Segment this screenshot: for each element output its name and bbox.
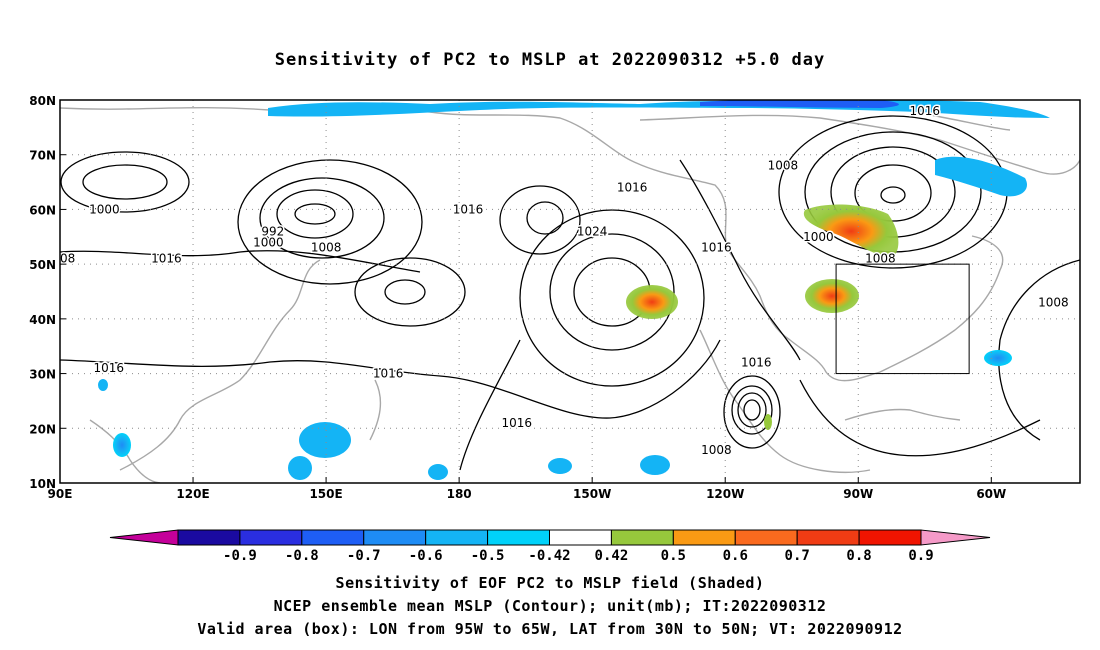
colorbar-swatch	[239, 529, 303, 546]
map-background	[60, 100, 1080, 483]
colorbar-label: 0.5	[661, 548, 686, 564]
map-frame	[59, 99, 1081, 484]
y-tick-label: 40N	[29, 313, 56, 327]
x-tick-label: 180	[447, 487, 472, 501]
x-tick-label: 120E	[176, 487, 209, 501]
colorbar-label: 0.6	[723, 548, 748, 564]
contour-label: 1016	[151, 252, 182, 266]
caption-contour: NCEP ensemble mean MSLP (Contour); unit(…	[273, 597, 827, 615]
y-tick-label: 80N	[29, 94, 56, 108]
contour-label: 1016	[741, 356, 772, 370]
x-tick-label: 90E	[48, 487, 73, 501]
y-tick-label: 60N	[29, 203, 56, 217]
mslp-contours	[60, 115, 1080, 471]
colorbar-swatch	[301, 529, 365, 546]
colorbar-swatch	[796, 529, 860, 546]
colorbar-label: -0.9	[223, 548, 257, 564]
contour-label: 992	[261, 224, 284, 238]
lat-lon-grid	[60, 100, 1080, 483]
contour-label: 1024	[577, 224, 608, 238]
x-tick-label: 90W	[843, 487, 873, 501]
contour-label: 1008	[768, 159, 799, 173]
colorbar-swatch	[858, 529, 922, 546]
contour-label: 1008	[701, 443, 732, 457]
contour-label: 1016	[910, 104, 941, 118]
colorbar-left-arrow	[109, 529, 179, 546]
colorbar-label: -0.7	[347, 548, 381, 564]
y-tick-label: 50N	[29, 258, 56, 272]
colorbar-swatch	[363, 529, 427, 546]
x-tick-label: 60W	[976, 487, 1006, 501]
contour-label: 1016	[373, 367, 404, 381]
colorbar-swatch	[734, 529, 798, 546]
y-tick-label: 70N	[29, 149, 56, 163]
caption-shaded: Sensitivity of EOF PC2 to MSLP field (Sh…	[335, 574, 765, 592]
caption-valid-area: Valid area (box): LON from 95W to 65W, L…	[197, 620, 903, 638]
colorbar-label: -0.42	[528, 548, 570, 564]
colorbar-label: -0.5	[471, 548, 505, 564]
contour-label: 1016	[617, 181, 648, 195]
valid-area-box	[835, 263, 970, 375]
contour-label: 1000	[803, 230, 834, 244]
y-tick-label: 30N	[29, 368, 56, 382]
colorbar-swatch	[177, 529, 241, 546]
x-tick-label: 150W	[573, 487, 611, 501]
contour-label: 1016	[94, 361, 125, 375]
contour-label: 1008	[1038, 295, 1069, 309]
contour-label: 1016	[701, 241, 732, 255]
y-tick-label: 20N	[29, 422, 56, 436]
colorbar-swatch	[610, 529, 674, 546]
axis-ticks: 90E 120E 150E 180 150W 120W 90W 60W 10N 20N 30N 40N…	[29, 94, 1006, 501]
colorbar-right-arrow	[920, 529, 991, 546]
contour-label: 1016	[453, 202, 484, 216]
contour-label: 1008	[311, 241, 342, 255]
sensitivity-shading	[98, 100, 1050, 480]
colorbar-swatch	[487, 529, 551, 546]
colorbar-swatch	[425, 529, 489, 546]
colorbar-swatch	[549, 529, 612, 546]
colorbar: -0.9 -0.8 -0.7 -0.6 -0.5 -0.42 0.42 0.5 0.6 0.7 0.…	[109, 529, 991, 564]
contour-label: 1008	[45, 252, 76, 266]
colorbar-label: 0.42	[595, 548, 629, 564]
x-tick-label: 120W	[706, 487, 744, 501]
chart-title: Sensitivity of PC2 to MSLP at 2022090312…	[274, 50, 826, 70]
colorbar-label: -0.8	[285, 548, 319, 564]
contour-label: 1000	[253, 235, 284, 249]
contour-label: 1016	[502, 416, 533, 430]
colorbar-label: 0.8	[846, 548, 871, 564]
colorbar-label: 0.7	[785, 548, 810, 564]
colorbar-swatch	[672, 529, 736, 546]
colorbar-label: 0.9	[908, 548, 933, 564]
contour-label: 1000	[89, 202, 120, 216]
y-tick-label: 10N	[29, 477, 56, 491]
colorbar-label: -0.6	[409, 548, 443, 564]
contour-label: 1008	[865, 252, 896, 266]
x-tick-label: 150E	[309, 487, 342, 501]
